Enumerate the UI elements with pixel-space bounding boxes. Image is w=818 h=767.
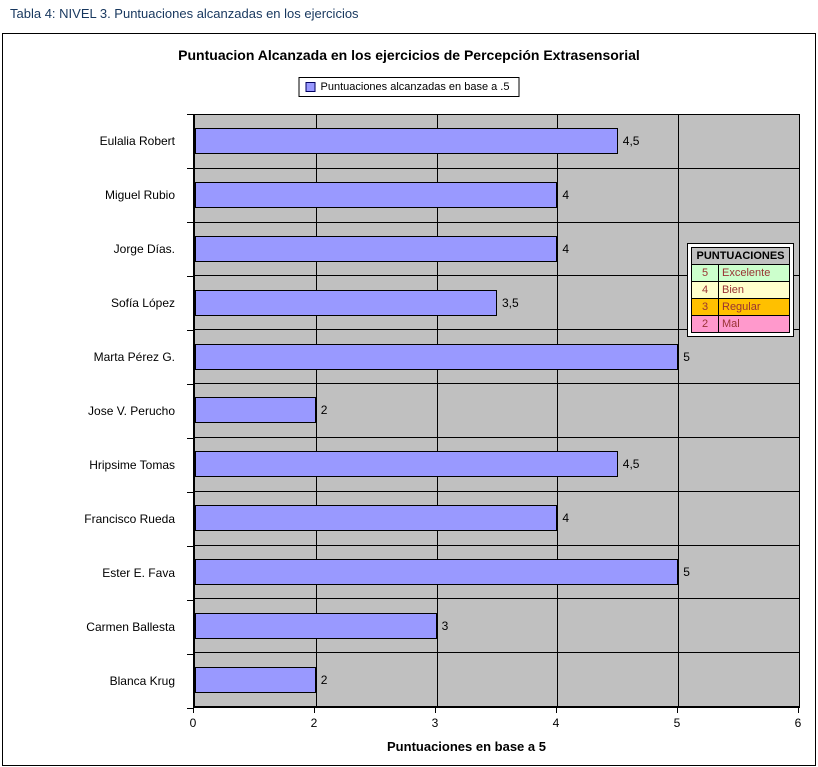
bar-value-label: 5 [683,564,690,579]
y-tick-mark [187,654,193,655]
bar-row: 5 [195,544,799,599]
category-label: Jose V. Perucho [88,404,175,418]
rating-score: 4 [691,281,719,299]
x-tick-label: 4 [552,716,560,730]
bar-value-label: 2 [320,672,328,687]
rating-row: 3 Regular [691,298,790,316]
bar-row: 2 [195,383,799,437]
series-legend: Puntuaciones alcanzadas en base a .5 [298,77,520,97]
bar-value-label: 3 [441,618,449,633]
y-axis-labels: Eulalia Robert Miguel Rubio Jorge Días. Sof… [3,114,184,708]
rating-label: Regular [718,298,790,316]
rating-label: Mal [718,315,790,333]
y-tick-mark [187,114,193,115]
chart-title: Puntuacion Alcanzada en los ejercicios d… [178,47,640,63]
y-tick-mark [187,546,193,547]
x-tick-mark [556,708,557,713]
x-tick-mark [193,708,194,713]
gridline [315,115,317,706]
rating-legend-table: PUNTUACIONES 5 Excelente 4 Bien 3 Regular 2 Mal [687,243,794,337]
category-label: Jorge Días. [113,242,175,256]
x-tick-label: 2 [310,716,318,730]
x-axis-title: Puntuaciones en base a 5 [387,739,546,754]
category-label: Carmen Ballesta [86,620,175,634]
bar [195,558,679,585]
bar [195,666,316,693]
y-tick-mark [187,276,193,277]
x-tick-mark [435,708,436,713]
chart-container: Puntuacion Alcanzada en los ejercicios d… [2,33,816,766]
bar [195,128,618,155]
y-tick-mark [187,492,193,493]
category-label: Ester E. Fava [102,566,175,580]
rating-row: 4 Bien [691,281,790,299]
bar-rows: 4,5 4 4 3,5 5 2 4,5 4 5 3 2 [195,115,799,706]
plot-area: 4,5 4 4 3,5 5 2 4,5 4 5 3 2 [193,114,800,708]
x-tick-label: 3 [431,716,439,730]
bar-value-label: 5 [683,349,690,364]
bar [195,182,558,209]
x-tick-label: 6 [794,716,802,730]
bar [195,236,558,263]
rating-score: 5 [691,264,719,282]
category-label: Sofía López [110,296,175,310]
rating-row: 2 Mal [691,315,790,333]
table-caption: Tabla 4: NIVEL 3. Puntuaciones alcanzada… [10,6,359,21]
bar-row: 3,5 [195,275,799,329]
rating-row: 5 Excelente [691,264,790,282]
bar-row: 3 [195,598,799,652]
series-swatch-icon [305,82,316,92]
bar-row: 5 [195,329,799,383]
rating-score: 3 [691,298,719,316]
bar-value-label: 4 [562,242,570,257]
bar [195,397,316,424]
y-tick-mark [187,384,193,385]
bar [195,289,497,316]
series-legend-label: Puntuaciones alcanzadas en base a .5 [320,81,510,93]
bar [195,451,618,478]
bar [195,612,437,639]
x-tick-mark [798,708,799,713]
gridline [678,115,680,706]
bar-value-label: 4,5 [622,134,640,149]
gridline [436,115,438,706]
rating-score: 2 [691,315,719,333]
category-label: Eulalia Robert [99,134,175,148]
bar-row: 4,5 [195,436,799,491]
bar-value-label: 4 [562,188,570,203]
bar-row: 2 [195,652,799,706]
bar-row: 4 [195,490,799,545]
category-label: Francisco Rueda [84,512,175,526]
y-tick-mark [187,330,193,331]
bar [195,505,558,532]
bar [195,343,679,370]
bar-value-label: 4,5 [622,457,640,472]
rating-label: Excelente [718,264,790,282]
x-tick-label: 5 [673,716,681,730]
y-tick-mark [187,708,193,709]
bar-row: 4,5 [195,115,799,168]
y-tick-mark [187,222,193,223]
rating-legend-header: PUNTUACIONES [691,247,790,265]
category-label: Miguel Rubio [104,188,175,202]
bar-value-label: 2 [320,403,328,418]
gridline [557,115,559,706]
rating-label: Bien [718,281,790,299]
bar-row: 4 [195,167,799,222]
y-tick-mark [187,600,193,601]
bar-row: 4 [195,221,799,276]
x-tick-mark [677,708,678,713]
category-label: Hripsime Tomas [89,458,175,472]
x-tick-label: 0 [189,716,197,730]
y-tick-mark [187,168,193,169]
bar-value-label: 4 [562,511,570,526]
category-label: Marta Pérez G. [93,350,175,364]
category-label: Blanca Krug [109,674,175,688]
bar-value-label: 3,5 [502,295,519,310]
y-tick-mark [187,438,193,439]
x-tick-mark [314,708,315,713]
